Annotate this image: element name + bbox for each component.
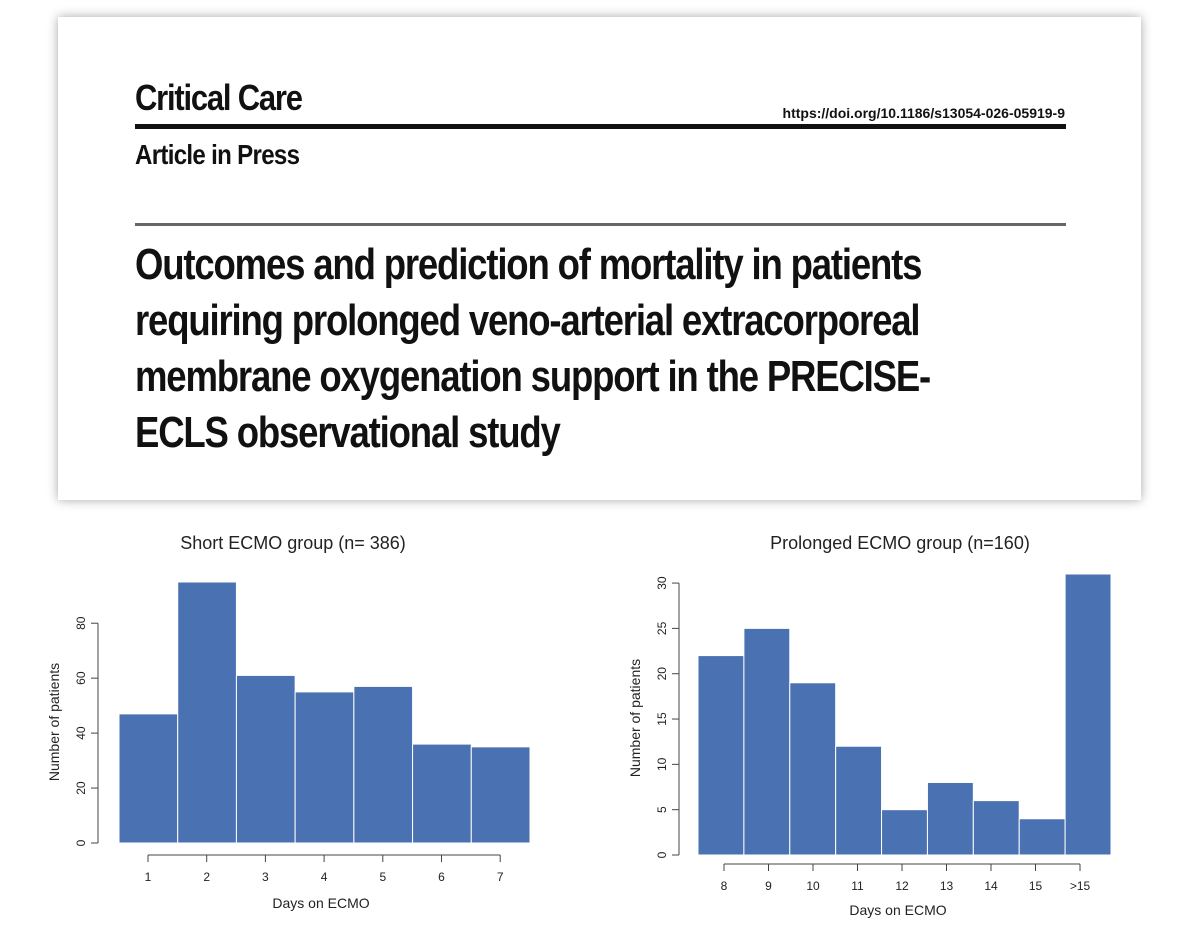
x-tick-label: 10 [806, 879, 820, 893]
chart-title: Short ECMO group (n= 386) [180, 533, 406, 553]
histogram-bar [697, 655, 745, 856]
x-tick-label: 8 [721, 879, 728, 893]
chart-title: Prolonged ECMO group (n=160) [770, 533, 1030, 553]
x-tick-label: 7 [497, 870, 504, 884]
histogram-bar [412, 743, 472, 844]
y-tick-label: 80 [74, 616, 88, 630]
header-rule-grey [135, 223, 1066, 226]
short-ecmo-histogram: Short ECMO group (n= 386) 0 20 40 60 80 Number… [46, 533, 531, 911]
x-tick-label: >15 [1070, 879, 1091, 893]
x-tick-label: 11 [851, 879, 864, 893]
x-tick-label: 15 [1029, 879, 1043, 893]
histogram-bar [881, 809, 928, 856]
x-tick-label: 4 [321, 870, 328, 884]
histogram-bar [1064, 573, 1112, 856]
x-tick-label: 3 [262, 870, 269, 884]
x-tick-label: 1 [145, 870, 152, 884]
doi-link[interactable]: https://doi.org/10.1186/s13054-026-05919… [782, 105, 1065, 121]
histogram-bar [177, 581, 237, 844]
y-tick-label: 0 [655, 851, 669, 858]
y-tick-label: 30 [655, 576, 669, 590]
histogram-bar [972, 800, 1020, 856]
y-tick-label: 20 [74, 781, 88, 795]
x-axis-label: Days on ECMO [272, 895, 369, 911]
histogram-bar [789, 682, 837, 856]
histogram-bar [743, 627, 791, 856]
y-tick-label: 25 [655, 621, 669, 635]
x-tick-label: 12 [895, 879, 909, 893]
histogram-bar [118, 713, 179, 844]
histogram-bar [294, 691, 355, 844]
histogram-bar [470, 746, 531, 844]
y-tick-label: 5 [655, 806, 669, 813]
article-header-card: Critical Care https://doi.org/10.1186/s1… [58, 17, 1141, 500]
histogram-bar [353, 685, 414, 844]
histogram-bar [926, 781, 974, 856]
histogram-bar [835, 745, 883, 856]
histogram-bar [235, 674, 296, 844]
histogram-bar [1018, 818, 1066, 856]
y-tick-label: 40 [74, 726, 88, 740]
y-axis-label: Number of patients [627, 659, 643, 777]
y-tick-label: 0 [74, 839, 88, 846]
x-tick-label: 14 [984, 879, 998, 893]
y-tick-label: 10 [655, 757, 669, 771]
article-title: Outcomes and prediction of mortality in … [135, 240, 931, 457]
journal-name: Critical Care [135, 77, 303, 118]
y-axis-label: Number of patients [46, 663, 62, 781]
article-status: Article in Press [135, 139, 300, 170]
x-tick-label: 2 [203, 870, 210, 884]
x-tick-label: 6 [438, 870, 445, 884]
prolonged-ecmo-histogram: Prolonged ECMO group (n=160) 0 5 10 15 20 25 30… [627, 533, 1112, 918]
y-tick-label: 20 [655, 667, 669, 681]
header-rule-thick [135, 124, 1066, 129]
x-tick-label: 9 [765, 879, 772, 893]
x-tick-label: 13 [940, 879, 954, 893]
x-axis-label: Days on ECMO [849, 902, 946, 918]
y-tick-label: 60 [74, 671, 88, 685]
x-tick-label: 5 [379, 870, 386, 884]
y-tick-label: 15 [655, 712, 669, 726]
